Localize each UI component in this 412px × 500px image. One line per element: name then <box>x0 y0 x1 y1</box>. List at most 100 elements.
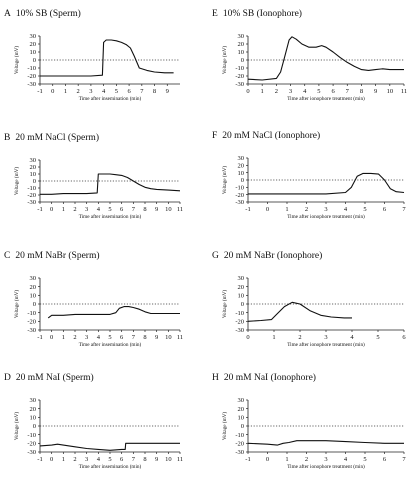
panel-title: G 20 mM NaBr (Ionophore) <box>212 250 322 261</box>
x-tick-label: 3 <box>324 206 327 213</box>
x-tick-label: 4 <box>97 334 101 341</box>
x-tick-label: 2 <box>73 206 76 213</box>
x-tick-label: -1 <box>37 334 42 341</box>
panel-letter: A <box>4 9 11 19</box>
panel-title: A 10% SB (Sperm) <box>4 8 81 19</box>
y-tick-label: -10 <box>27 310 36 317</box>
y-tick-label: 30 <box>238 275 245 282</box>
x-tick-label: 2 <box>73 334 76 341</box>
x-tick-label: 3 <box>324 334 327 341</box>
x-axis-label: Time after insemination (min) <box>79 95 142 102</box>
y-tick-label: -20 <box>235 319 244 326</box>
y-tick-label: 30 <box>30 157 37 164</box>
x-tick-label: 5 <box>317 88 320 95</box>
y-tick-label: 0 <box>33 57 36 64</box>
y-tick-label: 30 <box>238 397 245 404</box>
x-tick-label: 6 <box>383 456 387 463</box>
x-tick-label: 5 <box>108 206 111 213</box>
x-axis-label: Time after ionophore treatment (min) <box>287 95 365 102</box>
y-tick-label: -30 <box>27 81 36 88</box>
x-tick-label: -1 <box>37 88 42 95</box>
x-axis-label: Time after insemination (min) <box>79 463 142 470</box>
y-tick-label: 10 <box>30 293 37 300</box>
y-tick-label: 0 <box>241 177 244 184</box>
panel-title-text: 10% SB (Ionophore) <box>223 8 302 19</box>
x-axis-label: Time after insemination (min) <box>79 213 142 220</box>
y-tick-label: -10 <box>235 432 244 439</box>
y-tick-label: 20 <box>30 284 37 291</box>
x-tick-label: 11 <box>177 334 183 341</box>
x-tick-label: 0 <box>266 456 269 463</box>
x-tick-label: 2 <box>275 88 278 95</box>
panel-title: C 20 mM NaBr (Sperm) <box>4 250 100 261</box>
x-tick-label: 4 <box>102 88 106 95</box>
x-tick-label: 4 <box>350 334 354 341</box>
x-tick-label: 6 <box>402 334 406 341</box>
y-tick-label: 20 <box>238 41 245 48</box>
y-axis-label: Voltage (mV) <box>221 290 228 319</box>
x-tick-label: 9 <box>155 334 158 341</box>
x-tick-label: 7 <box>402 456 406 463</box>
y-tick-label: 20 <box>30 41 37 48</box>
x-tick-label: 6 <box>120 206 124 213</box>
x-tick-label: 10 <box>165 456 172 463</box>
y-tick-label: 0 <box>33 301 36 308</box>
voltage-trace <box>247 36 404 81</box>
x-tick-label: 7 <box>132 456 136 463</box>
y-tick-label: -10 <box>235 185 244 192</box>
x-axis-label: Time after ionophore treatment (min) <box>287 213 365 220</box>
x-tick-label: 8 <box>143 334 146 341</box>
panel-title-text: 20 mM NaBr (Sperm) <box>15 250 99 261</box>
panel-title: F 20 mM NaCl (Ionophore) <box>212 130 320 141</box>
x-tick-label: 0 <box>51 88 54 95</box>
x-tick-label: 3 <box>289 88 292 95</box>
voltage-trace <box>248 172 405 195</box>
panel-title-text: 20 mM NaI (Sperm) <box>16 372 94 383</box>
x-tick-label: 3 <box>85 206 88 213</box>
y-tick-label: -10 <box>235 310 244 317</box>
panel-f: F 20 mM NaCl (Ionophore)-30-20-100102030-… <box>212 130 406 220</box>
x-tick-label: 7 <box>346 88 350 95</box>
y-tick-label: 10 <box>238 170 245 177</box>
y-tick-label: 10 <box>30 49 37 56</box>
x-tick-label: -1 <box>37 206 42 213</box>
x-tick-label: 1 <box>285 456 288 463</box>
x-axis-label: Time after ionophore treatment (min) <box>287 463 365 470</box>
x-tick-label: 2 <box>73 456 76 463</box>
voltage-trace <box>247 301 352 322</box>
x-tick-label: 4 <box>303 88 307 95</box>
panel-title: B 20 mM NaCl (Sperm) <box>4 132 99 143</box>
x-tick-label: 7 <box>140 88 144 95</box>
x-tick-label: -1 <box>245 206 250 213</box>
panel-title-text: 20 mM NaBr (Ionophore) <box>224 250 322 261</box>
x-tick-label: 6 <box>120 334 124 341</box>
x-tick-label: 3 <box>89 88 92 95</box>
x-tick-label: 0 <box>246 334 249 341</box>
x-tick-label: 3 <box>324 456 327 463</box>
x-tick-label: 0 <box>266 206 269 213</box>
y-tick-label: 20 <box>238 284 245 291</box>
x-tick-label: 9 <box>155 206 158 213</box>
x-tick-label: 1 <box>261 88 264 95</box>
x-tick-label: 6 <box>383 206 387 213</box>
x-tick-label: 0 <box>50 456 53 463</box>
x-tick-label: 11 <box>177 206 183 213</box>
x-tick-label: 0 <box>50 206 53 213</box>
panel-letter: H <box>212 373 219 383</box>
x-tick-label: 5 <box>376 334 379 341</box>
panel-title: E 10% SB (Ionophore) <box>212 8 302 19</box>
y-tick-label: 20 <box>30 406 37 413</box>
panel-letter: F <box>212 131 217 141</box>
x-tick-label: 9 <box>374 88 377 95</box>
y-axis-label: Voltage (mV) <box>221 412 228 441</box>
x-tick-label: 1 <box>62 334 65 341</box>
x-tick-label: 1 <box>64 88 67 95</box>
x-tick-label: 3 <box>85 334 88 341</box>
y-tick-label: -30 <box>27 327 36 334</box>
y-tick-label: 10 <box>238 415 245 422</box>
y-tick-label: 10 <box>238 293 245 300</box>
